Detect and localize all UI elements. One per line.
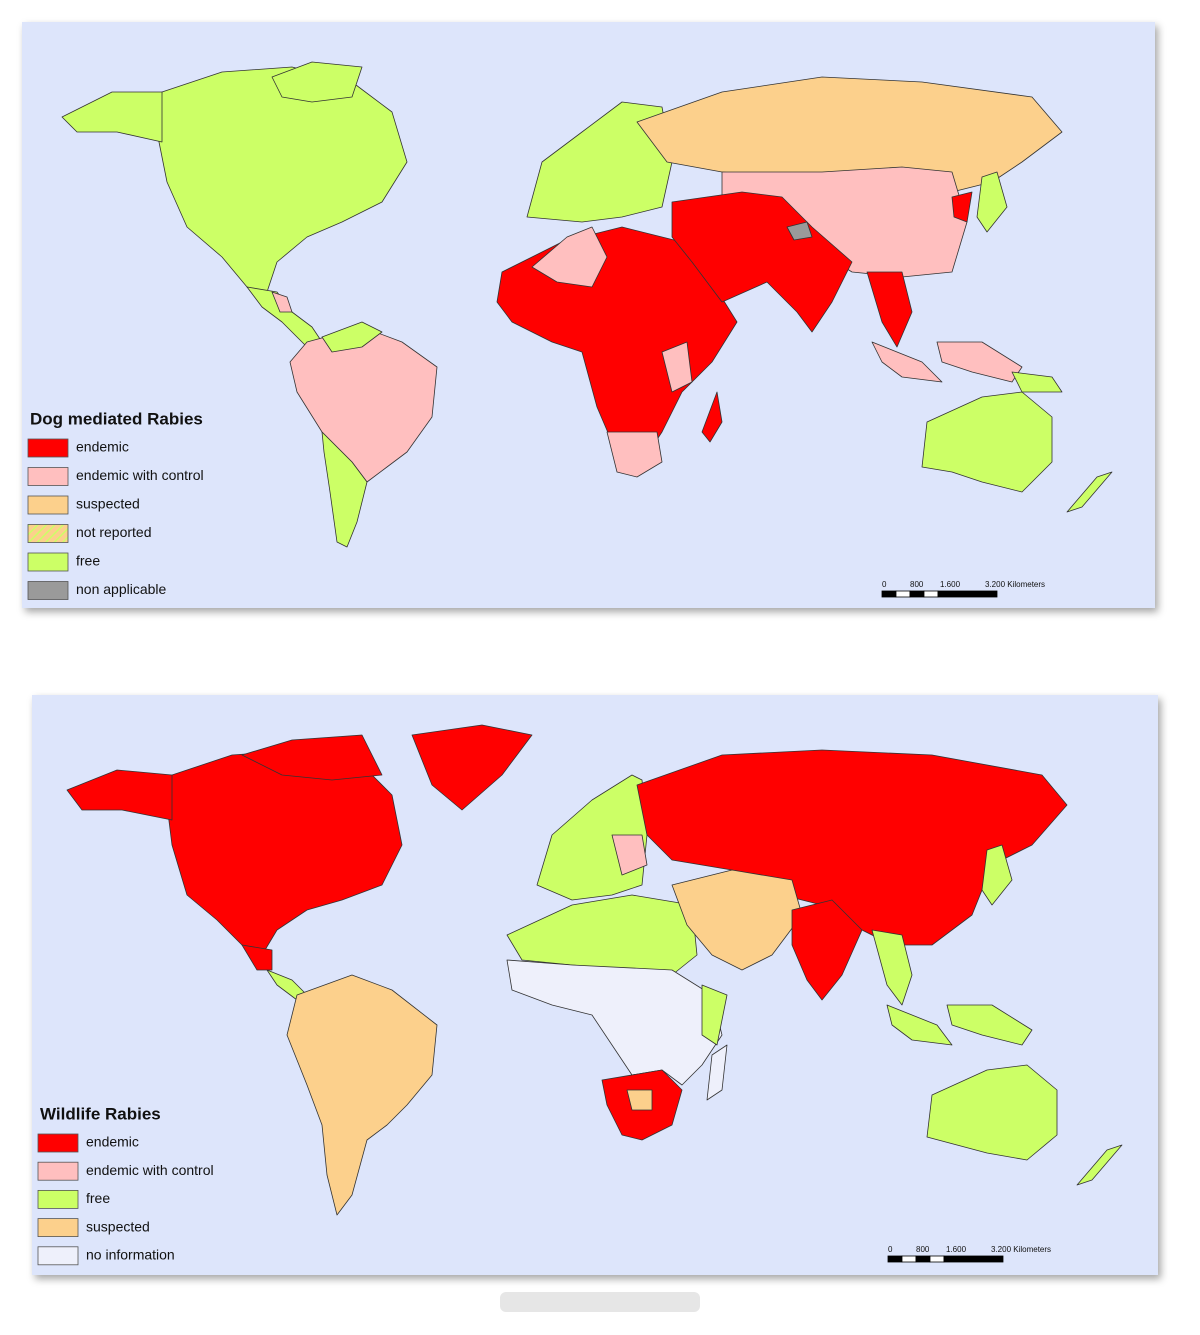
legend-label: endemic bbox=[76, 439, 129, 455]
legend-swatch bbox=[27, 495, 69, 515]
southern-cone bbox=[321, 431, 368, 548]
legend-label: endemic with control bbox=[76, 467, 204, 483]
legend-label: not reported bbox=[76, 524, 152, 540]
scale-label: 0 bbox=[888, 1245, 893, 1254]
map-panel: Dog mediated Rabies endemic endemic with c… bbox=[22, 22, 1155, 608]
arctic-islands bbox=[271, 61, 363, 103]
scale-label: 1.600 bbox=[940, 580, 961, 589]
legend-label: free bbox=[76, 553, 100, 569]
north-africa bbox=[531, 226, 608, 288]
scale-segment bbox=[915, 1255, 931, 1263]
scale-segment bbox=[923, 590, 939, 598]
japan bbox=[981, 844, 1013, 906]
central-america-pink bbox=[271, 291, 293, 313]
legend-swatch bbox=[37, 1189, 79, 1209]
indonesia-west bbox=[886, 1004, 953, 1046]
legend-title: Wildlife Rabies bbox=[40, 1104, 161, 1123]
madagascar bbox=[701, 391, 723, 443]
africa-no-info bbox=[506, 959, 723, 1086]
map-panel: Wildlife Rabies endemic endemic with contr… bbox=[32, 695, 1158, 1275]
indonesia-west bbox=[871, 341, 943, 383]
new-zealand bbox=[1076, 1144, 1123, 1186]
eastern-europe bbox=[611, 834, 648, 876]
northern-south-america bbox=[321, 321, 383, 353]
greenland bbox=[411, 724, 533, 811]
australia bbox=[926, 1064, 1058, 1161]
legend: Dog mediated Rabies endemic endemic with c… bbox=[27, 409, 204, 600]
russia-china bbox=[636, 749, 1068, 946]
southeast-asia bbox=[866, 271, 913, 348]
legend: Wildlife Rabies endemic endemic with contr… bbox=[37, 1104, 214, 1266]
kashmir bbox=[786, 221, 813, 241]
scale-bar: 0 800 1.600 3.200 Kilometers bbox=[887, 1245, 1051, 1263]
legend-swatch bbox=[27, 581, 69, 600]
legend-swatch bbox=[37, 1218, 79, 1237]
legend-swatch bbox=[37, 1161, 79, 1181]
scale-label: 1.600 bbox=[946, 1245, 967, 1254]
legend-label: no information bbox=[86, 1247, 175, 1263]
australia bbox=[921, 391, 1053, 493]
scale-label: 3.200 Kilometers bbox=[991, 1245, 1051, 1254]
scale-segment bbox=[937, 590, 998, 598]
world-map bbox=[66, 724, 1123, 1216]
south-america bbox=[289, 326, 438, 483]
legend-title: Dog mediated Rabies bbox=[30, 409, 203, 428]
alaska bbox=[61, 91, 163, 143]
east-africa bbox=[661, 341, 693, 393]
legend-swatch bbox=[27, 552, 69, 572]
legend-swatch bbox=[37, 1133, 79, 1153]
indonesia-east bbox=[946, 1004, 1033, 1046]
scale-segment bbox=[929, 1255, 945, 1263]
world-map bbox=[61, 61, 1113, 548]
scale-segment bbox=[943, 1255, 1004, 1263]
north-africa bbox=[506, 894, 698, 976]
southeast-asia bbox=[871, 929, 913, 1006]
scale-bar: 0 800 1.600 3.200 Kilometers bbox=[881, 580, 1045, 598]
new-guinea bbox=[1011, 371, 1063, 393]
scale-label: 800 bbox=[916, 1245, 930, 1254]
japan bbox=[976, 171, 1008, 233]
middle-east bbox=[671, 869, 803, 971]
legend-swatch bbox=[27, 467, 69, 486]
scale-label: 3.200 Kilometers bbox=[985, 580, 1045, 589]
indonesia-east bbox=[936, 341, 1023, 383]
south-america bbox=[286, 974, 438, 1216]
legend-swatch bbox=[27, 438, 69, 458]
scale-segment bbox=[887, 1255, 903, 1263]
scale-segment bbox=[901, 1255, 917, 1263]
legend-swatch bbox=[27, 524, 69, 543]
botswana bbox=[626, 1089, 653, 1111]
alaska bbox=[66, 769, 173, 821]
korea bbox=[951, 191, 973, 223]
southern-africa bbox=[606, 431, 663, 478]
legend-label: endemic bbox=[86, 1134, 139, 1150]
madagascar bbox=[706, 1044, 728, 1101]
scale-segment bbox=[909, 590, 925, 598]
legend-swatch bbox=[37, 1246, 79, 1266]
scale-label: 800 bbox=[910, 580, 924, 589]
scale-segment bbox=[881, 590, 897, 598]
horn-of-africa bbox=[701, 984, 728, 1046]
scale-label: 0 bbox=[882, 580, 887, 589]
watermark bbox=[500, 1292, 700, 1312]
legend-label: endemic with control bbox=[86, 1162, 214, 1178]
mexico-south bbox=[241, 944, 273, 971]
india bbox=[791, 899, 863, 1001]
legend-label: suspected bbox=[86, 1218, 150, 1234]
arctic-islands bbox=[241, 734, 383, 781]
legend-label: non applicable bbox=[76, 581, 167, 597]
legend-label: free bbox=[86, 1190, 110, 1206]
scale-segment bbox=[895, 590, 911, 598]
legend-label: suspected bbox=[76, 496, 140, 512]
new-zealand bbox=[1066, 471, 1113, 513]
